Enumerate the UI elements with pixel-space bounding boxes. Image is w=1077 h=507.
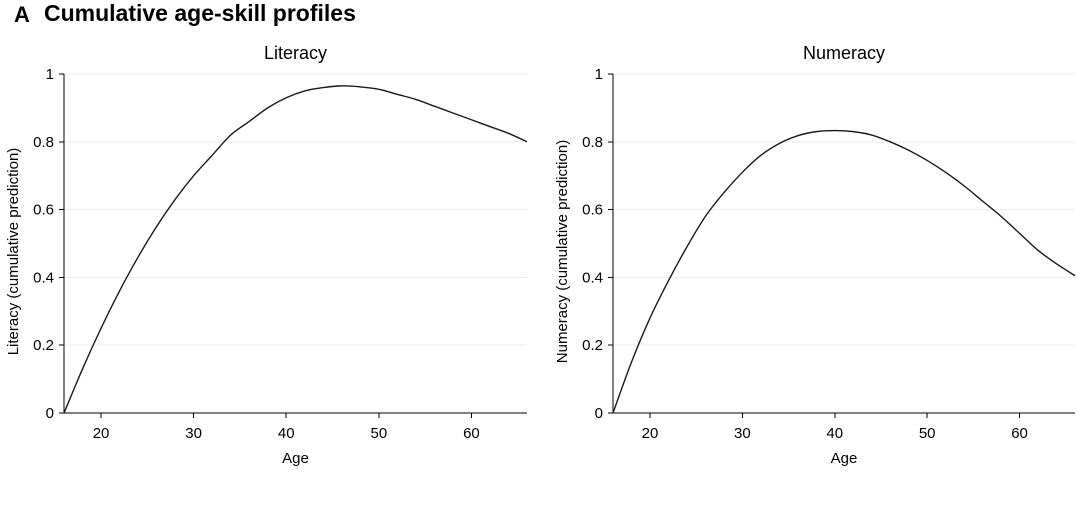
numeracy-y-tick-label: 0.8 bbox=[582, 134, 603, 151]
panel-label: A bbox=[14, 2, 30, 27]
literacy-y-tick-label: 0.2 bbox=[33, 337, 54, 354]
literacy-x-tick-label: 40 bbox=[278, 425, 295, 442]
numeracy-y-tick-label: 1 bbox=[595, 66, 603, 83]
literacy-y-axis-label: Literacy (cumulative prediction) bbox=[5, 148, 22, 356]
literacy-x-tick-label: 30 bbox=[185, 425, 202, 442]
literacy-x-tick-label: 20 bbox=[93, 425, 110, 442]
numeracy-x-tick-label: 60 bbox=[1011, 425, 1028, 442]
numeracy-y-tick-label: 0 bbox=[595, 405, 603, 422]
numeracy-y-axis-label: Numeracy (cumulative prediction) bbox=[554, 140, 571, 363]
literacy-chart: 0 0.2 0.4 0.6 0.8 1 20 30 40 50 60 Literacy Age Liter… bbox=[5, 43, 528, 467]
numeracy-y-tick-label: 0.2 bbox=[582, 337, 603, 354]
literacy-y-tick-label: 0.4 bbox=[33, 269, 54, 286]
numeracy-x-tick-label: 40 bbox=[826, 425, 843, 442]
literacy-y-tick-label: 0.6 bbox=[33, 202, 54, 219]
numeracy-series-line bbox=[612, 129, 1076, 414]
literacy-series-line bbox=[63, 85, 528, 414]
literacy-chart-title: Literacy bbox=[264, 43, 327, 63]
numeracy-x-axis-label: Age bbox=[831, 450, 858, 467]
numeracy-chart: 0 0.2 0.4 0.6 0.8 1 20 30 40 50 60 Numeracy Age Numer… bbox=[554, 43, 1076, 467]
numeracy-x-tick-label: 30 bbox=[734, 425, 751, 442]
literacy-x-tick-label: 50 bbox=[370, 425, 387, 442]
numeracy-x-tick-label: 50 bbox=[919, 425, 936, 442]
literacy-y-tick-label: 1 bbox=[46, 66, 54, 83]
literacy-x-tick-label: 60 bbox=[463, 425, 480, 442]
numeracy-x-tick-label: 20 bbox=[642, 425, 659, 442]
literacy-x-axis-label: Age bbox=[282, 450, 309, 467]
literacy-y-tick-label: 0 bbox=[46, 405, 54, 422]
literacy-y-tick-label: 0.8 bbox=[33, 134, 54, 151]
figure-title: Cumulative age-skill profiles bbox=[44, 0, 356, 26]
numeracy-y-tick-label: 0.6 bbox=[582, 202, 603, 219]
numeracy-y-tick-label: 0.4 bbox=[582, 269, 603, 286]
numeracy-chart-title: Numeracy bbox=[803, 43, 885, 63]
